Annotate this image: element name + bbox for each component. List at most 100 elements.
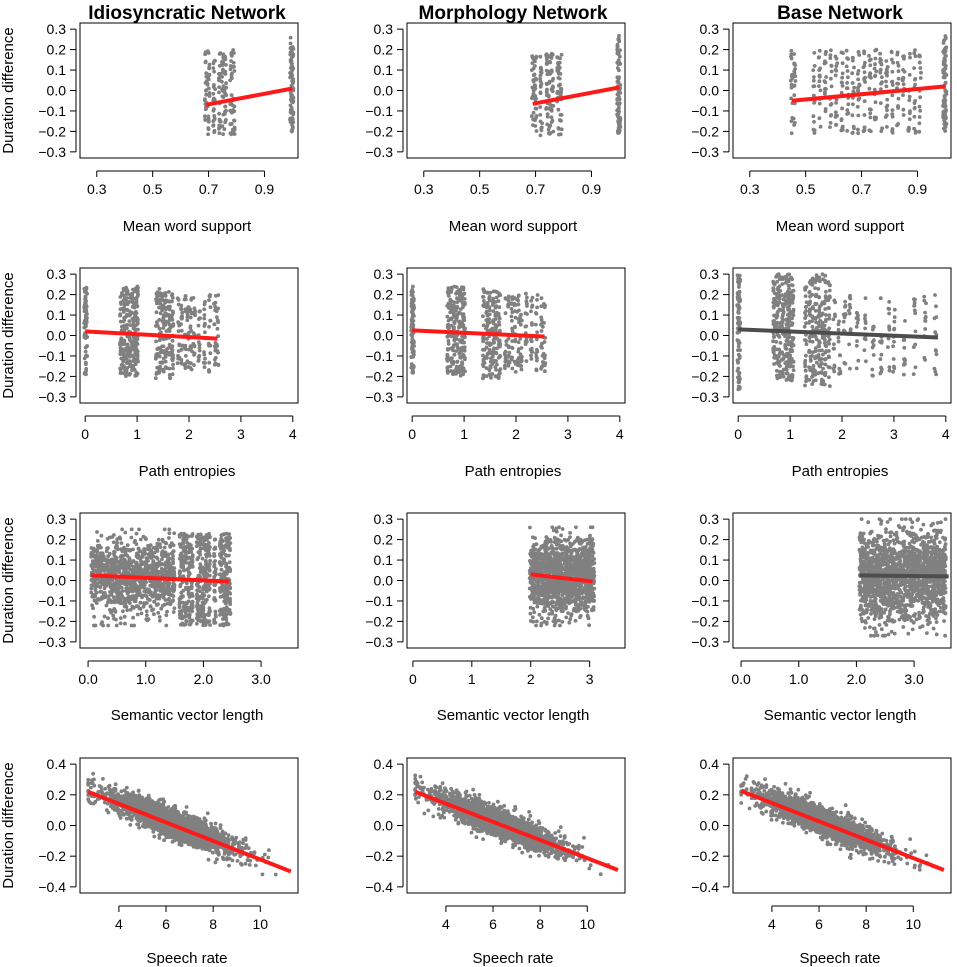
data-point (224, 564, 228, 569)
data-point (774, 323, 778, 328)
data-point (778, 364, 782, 368)
data-point (223, 72, 228, 76)
data-point (884, 105, 889, 109)
data-point (847, 302, 852, 307)
data-point (912, 308, 917, 313)
data-point (832, 342, 836, 346)
data-point (133, 362, 138, 367)
data-point (135, 318, 140, 322)
data-point (123, 621, 127, 626)
data-point (224, 562, 229, 566)
x-tick-label: 0.9 (908, 181, 928, 197)
data-point (856, 113, 861, 118)
data-point (896, 69, 901, 74)
data-point (289, 50, 294, 55)
data-point (829, 102, 834, 106)
data-point (824, 317, 828, 322)
data-point (549, 56, 554, 60)
data-point (890, 79, 895, 84)
data-point (163, 311, 168, 315)
data-point (89, 552, 94, 556)
data-point (791, 313, 796, 318)
data-point (190, 564, 195, 569)
data-point (180, 361, 184, 366)
data-point (558, 86, 563, 91)
data-point (844, 64, 849, 69)
data-point (810, 382, 815, 386)
data-point (207, 324, 211, 329)
data-point (827, 306, 831, 310)
data-point (944, 73, 949, 77)
data-point (813, 356, 817, 361)
data-point (850, 71, 855, 76)
data-point (137, 527, 141, 532)
data-point (128, 350, 133, 354)
data-point (529, 353, 533, 358)
data-point (455, 360, 459, 364)
data-point (856, 69, 861, 73)
data-point (491, 340, 496, 345)
data-point (816, 277, 821, 282)
data-point (183, 347, 188, 352)
data-point (135, 304, 140, 309)
data-point (913, 48, 917, 52)
y-tick-label: 0.0 (374, 83, 394, 99)
data-point (204, 92, 209, 97)
data-point (540, 325, 545, 329)
data-point (542, 363, 547, 368)
data-point (95, 570, 100, 574)
data-point (510, 339, 515, 343)
data-point (134, 322, 139, 327)
data-point (555, 91, 560, 95)
data-point (558, 93, 563, 97)
data-point (851, 124, 856, 129)
data-point (214, 315, 219, 319)
data-point (545, 114, 550, 119)
data-point (167, 561, 172, 565)
data-point (533, 86, 538, 91)
y-tick-label: 0.2 (700, 287, 720, 303)
data-point (862, 51, 866, 56)
data-point (879, 340, 884, 345)
x-tick-label: 1 (133, 426, 141, 442)
data-point (111, 613, 116, 618)
data-point (201, 591, 205, 596)
data-point (868, 57, 873, 62)
data-point (856, 358, 861, 363)
data-point (880, 75, 884, 80)
data-point (183, 607, 188, 611)
data-point (457, 324, 462, 328)
data-point (412, 340, 416, 345)
data-point (539, 296, 544, 301)
data-point (157, 346, 161, 350)
data-point (119, 565, 124, 569)
data-point (821, 366, 825, 371)
data-point (202, 316, 207, 321)
data-point (160, 360, 165, 365)
data-point (92, 614, 96, 619)
data-point (901, 82, 906, 87)
data-point (171, 323, 176, 328)
data-point (516, 294, 521, 298)
data-point (203, 107, 208, 112)
data-point (95, 555, 100, 559)
data-point (411, 355, 415, 359)
data-point (533, 64, 537, 68)
data-point (202, 365, 207, 369)
data-point (189, 329, 194, 333)
data-point (491, 321, 496, 326)
data-point (532, 72, 537, 77)
data-point (409, 289, 414, 294)
data-point (791, 116, 796, 121)
data-point (896, 76, 901, 81)
data-point (615, 66, 620, 70)
data-point (120, 527, 124, 532)
data-point (188, 345, 193, 350)
data-point (871, 353, 876, 357)
data-point (790, 349, 795, 353)
data-point (534, 129, 539, 133)
data-point (535, 305, 539, 310)
data-point (812, 75, 816, 79)
data-point (207, 369, 212, 374)
data-point (509, 357, 514, 362)
